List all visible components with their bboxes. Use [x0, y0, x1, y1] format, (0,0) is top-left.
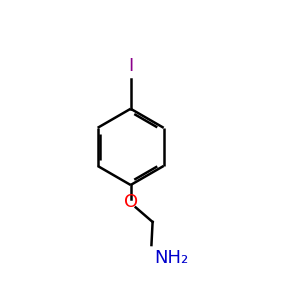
Text: I: I — [128, 57, 133, 75]
Text: O: O — [124, 193, 138, 211]
Text: NH₂: NH₂ — [154, 248, 188, 266]
